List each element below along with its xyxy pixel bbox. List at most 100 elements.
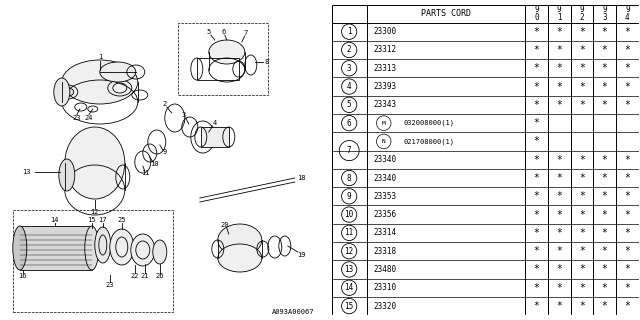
Text: *: * xyxy=(556,82,562,92)
Text: 13: 13 xyxy=(344,265,354,274)
Text: *: * xyxy=(625,283,630,293)
Text: *: * xyxy=(579,173,585,183)
Text: *: * xyxy=(534,283,540,293)
Text: 12: 12 xyxy=(344,247,354,256)
Text: *: * xyxy=(602,264,607,275)
Text: 14: 14 xyxy=(344,283,354,292)
Text: *: * xyxy=(556,191,562,201)
Text: *: * xyxy=(625,173,630,183)
Text: 10: 10 xyxy=(344,210,354,219)
Text: 3: 3 xyxy=(182,112,186,118)
Text: 23480: 23480 xyxy=(373,265,396,274)
Text: *: * xyxy=(579,301,585,311)
Text: *: * xyxy=(556,173,562,183)
Text: *: * xyxy=(602,173,607,183)
Text: A093A00067: A093A00067 xyxy=(272,309,315,315)
Text: 8: 8 xyxy=(347,173,351,182)
Text: *: * xyxy=(579,27,585,37)
Text: 7: 7 xyxy=(347,146,351,155)
Text: *: * xyxy=(625,246,630,256)
Text: 18: 18 xyxy=(298,175,306,181)
Text: *: * xyxy=(625,63,630,73)
Text: *: * xyxy=(579,63,585,73)
Text: *: * xyxy=(625,191,630,201)
Text: *: * xyxy=(625,264,630,275)
Text: 16: 16 xyxy=(19,273,27,279)
Text: *: * xyxy=(602,210,607,220)
Text: 23314: 23314 xyxy=(373,228,396,237)
Text: 23: 23 xyxy=(106,282,114,288)
Text: *: * xyxy=(602,63,607,73)
Text: 23313: 23313 xyxy=(373,64,396,73)
Text: *: * xyxy=(579,228,585,238)
Text: *: * xyxy=(534,301,540,311)
Text: *: * xyxy=(556,45,562,55)
Text: 9: 9 xyxy=(163,149,167,155)
Ellipse shape xyxy=(153,240,167,264)
Ellipse shape xyxy=(13,226,27,270)
Text: *: * xyxy=(556,228,562,238)
Text: *: * xyxy=(534,100,540,110)
Text: 23310: 23310 xyxy=(373,283,396,292)
Text: *: * xyxy=(534,191,540,201)
Text: 26: 26 xyxy=(156,273,164,279)
Text: *: * xyxy=(579,100,585,110)
Ellipse shape xyxy=(59,159,75,191)
Text: 23312: 23312 xyxy=(373,45,396,54)
Text: *: * xyxy=(556,63,562,73)
Text: PARTS CORD: PARTS CORD xyxy=(421,9,471,18)
Text: 23356: 23356 xyxy=(373,210,396,219)
Text: 23340: 23340 xyxy=(373,173,396,182)
Bar xyxy=(20,226,92,270)
Text: 6: 6 xyxy=(221,29,226,35)
Text: *: * xyxy=(625,82,630,92)
Text: *: * xyxy=(556,301,562,311)
Ellipse shape xyxy=(218,244,262,272)
Text: *: * xyxy=(534,246,540,256)
Text: 11: 11 xyxy=(141,170,150,176)
Text: 7: 7 xyxy=(244,30,248,36)
Text: 1: 1 xyxy=(98,54,102,60)
Text: *: * xyxy=(556,283,562,293)
Text: *: * xyxy=(534,45,540,55)
Text: *: * xyxy=(625,210,630,220)
Text: 8: 8 xyxy=(265,59,269,65)
Text: 3: 3 xyxy=(347,64,351,73)
Text: *: * xyxy=(556,264,562,275)
Text: 4: 4 xyxy=(347,82,351,91)
Ellipse shape xyxy=(218,224,262,256)
Text: *: * xyxy=(579,246,585,256)
Text: 2: 2 xyxy=(163,101,167,107)
Text: 20: 20 xyxy=(221,222,229,228)
Text: *: * xyxy=(602,45,607,55)
Ellipse shape xyxy=(85,226,99,270)
Ellipse shape xyxy=(209,40,245,64)
Bar xyxy=(201,127,229,147)
Text: 17: 17 xyxy=(99,217,107,223)
Text: 2: 2 xyxy=(347,45,351,54)
Bar xyxy=(197,58,239,80)
Bar xyxy=(13,210,173,312)
Ellipse shape xyxy=(65,127,125,199)
Text: *: * xyxy=(625,301,630,311)
Ellipse shape xyxy=(62,60,138,104)
Text: *: * xyxy=(602,100,607,110)
Ellipse shape xyxy=(100,62,136,82)
Text: *: * xyxy=(625,228,630,238)
Text: 23353: 23353 xyxy=(373,192,396,201)
Text: 5: 5 xyxy=(207,29,211,35)
Text: *: * xyxy=(625,100,630,110)
Text: *: * xyxy=(534,155,540,165)
Text: *: * xyxy=(625,155,630,165)
Text: 23340: 23340 xyxy=(373,155,396,164)
Text: *: * xyxy=(602,246,607,256)
Text: *: * xyxy=(602,228,607,238)
Text: *: * xyxy=(579,155,585,165)
Text: 9
3: 9 3 xyxy=(602,5,607,22)
Text: *: * xyxy=(534,264,540,275)
Text: *: * xyxy=(579,210,585,220)
Text: 4: 4 xyxy=(212,120,217,126)
Text: *: * xyxy=(534,118,540,128)
Text: 11: 11 xyxy=(344,228,354,237)
Text: 9
1: 9 1 xyxy=(557,5,561,22)
